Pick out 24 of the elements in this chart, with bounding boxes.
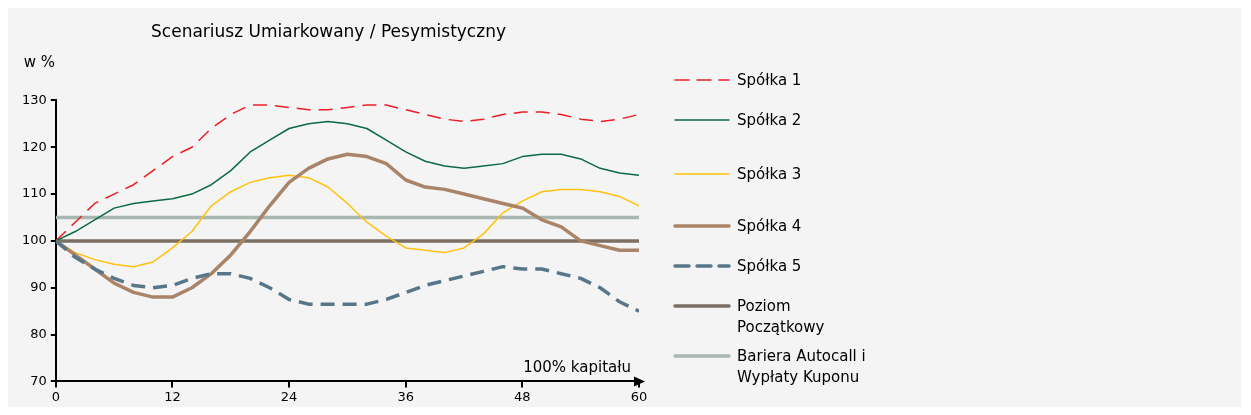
line-series [55,239,639,313]
legend-label: Spółka 4 [737,216,803,237]
y-tick-label: 90 [30,279,47,295]
y-tick-label: 100 [21,232,47,248]
legend-label: Spółka 3 [737,164,803,185]
x-tick-label: 0 [51,388,60,404]
x-tick-label: 12 [164,388,181,404]
chart-title: Scenariusz Umiarkowany / Pesymistyczny [151,20,506,41]
annotation: 100% kapitału [523,357,631,376]
x-tick-label: 48 [514,388,531,404]
legend-label: Spółka 1 [737,70,803,91]
y-tick-label: 110 [21,185,47,201]
y-tick-label: 130 [21,91,47,107]
y-axis-title: w % [23,52,56,71]
legend-label: Poziom Początkowy [737,296,826,338]
y-tick-label: 120 [21,138,47,154]
x-tick-label: 60 [630,388,648,404]
legend-label: Spółka 2 [737,110,803,131]
legend-label: Bariera Autocall i Wypłaty Kuponu [737,346,867,388]
y-tick-label: 70 [30,372,47,388]
legend-label: Spółka 5 [737,256,803,277]
y-tick-label: 80 [30,325,47,341]
x-tick-label: 24 [280,388,298,404]
x-tick-label: 36 [397,388,414,404]
